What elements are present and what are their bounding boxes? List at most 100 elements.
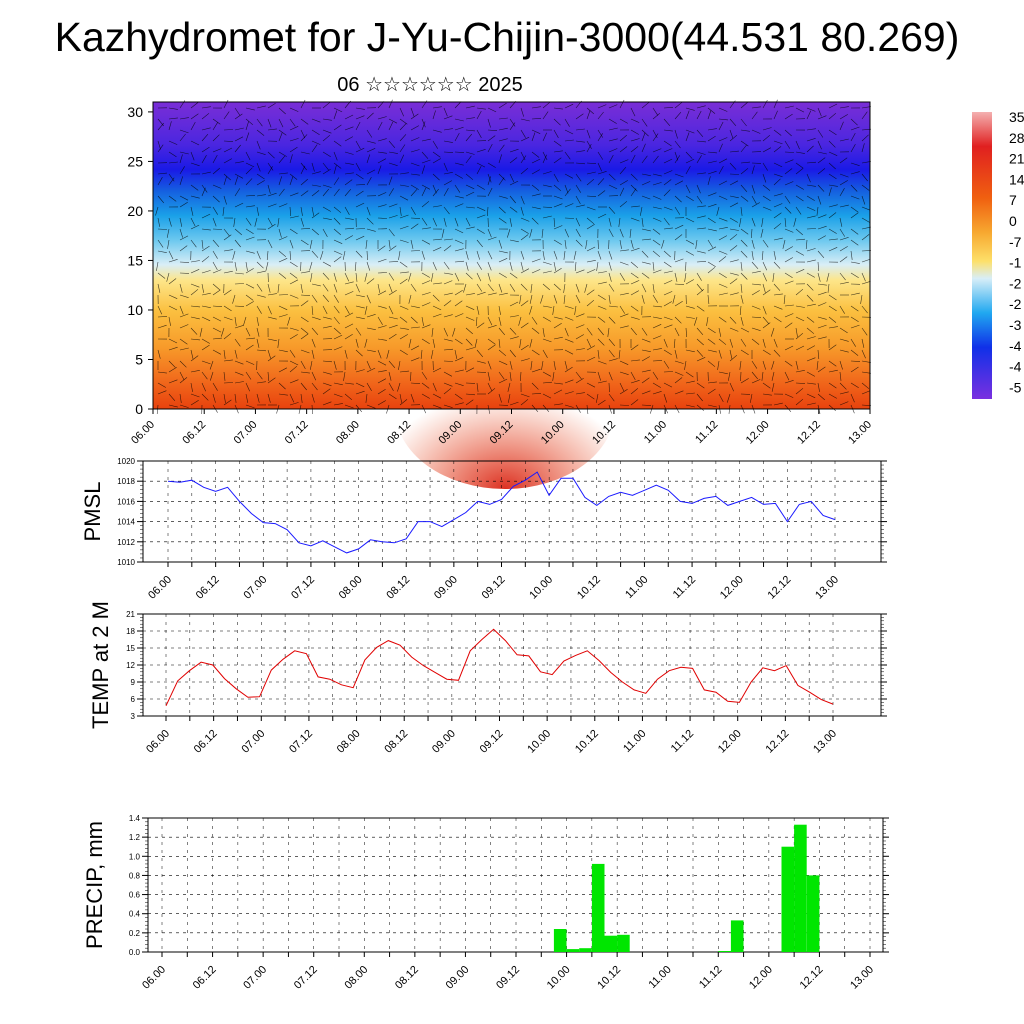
- wind-barb: [641, 118, 648, 127]
- wind-barb: [641, 356, 650, 362]
- wind-barb: [157, 250, 167, 253]
- wind-barb: [201, 382, 206, 392]
- wind-barb: [685, 380, 695, 384]
- wind-barb: [364, 305, 368, 315]
- wind-barb: [685, 129, 695, 134]
- wind-barb: [663, 261, 672, 268]
- wind-barb: [817, 349, 820, 360]
- wind-barb: [630, 118, 640, 123]
- wind-barb: [817, 250, 825, 258]
- wind-barb: [333, 110, 338, 120]
- wind-barb: [388, 283, 393, 293]
- wind-barb: [168, 173, 175, 182]
- wind-barb: [168, 367, 177, 373]
- x-tick-label: 11.12: [671, 574, 698, 601]
- wind-barb: [365, 239, 368, 249]
- wind-barb: [584, 283, 588, 293]
- wind-barb: [267, 349, 271, 359]
- wind-barb: [817, 225, 827, 230]
- wind-barb: [795, 332, 804, 340]
- wind-barb: [531, 129, 541, 134]
- wind-barb: [630, 129, 639, 135]
- wind-barb: [529, 228, 533, 238]
- wind-barb: [465, 272, 473, 280]
- wind-barb: [300, 206, 303, 216]
- wind-barb: [201, 338, 210, 344]
- wind-barb: [531, 151, 540, 158]
- wind-barb: [399, 399, 408, 406]
- wind-barb: [553, 294, 558, 304]
- wind-barb: [190, 349, 194, 359]
- wind-barb: [278, 203, 288, 208]
- wind-barb: [575, 140, 585, 143]
- wind-barb: [618, 217, 621, 227]
- wind-barb: [564, 217, 575, 219]
- wind-barb: [333, 165, 337, 175]
- wind-barb: [333, 217, 341, 225]
- wind-barb: [366, 169, 376, 175]
- wind-barb: [190, 113, 199, 120]
- wind-barb: [410, 184, 419, 190]
- wind-barb: [784, 181, 794, 186]
- wind-barb: [597, 281, 607, 285]
- wind-barb: [232, 294, 236, 304]
- wind-barb: [278, 258, 288, 263]
- wind-barb: [311, 283, 321, 287]
- wind-barb: [520, 358, 530, 362]
- wind-barb: [839, 106, 849, 109]
- wind-barb: [443, 140, 453, 143]
- wind-barb: [465, 151, 475, 155]
- wind-barb: [201, 106, 211, 109]
- wind-barb: [531, 169, 540, 175]
- wind-barb: [179, 235, 189, 241]
- wind-barb: [509, 122, 516, 131]
- wind-barb: [828, 382, 837, 389]
- wind-barb: [520, 206, 524, 216]
- wind-barb: [267, 184, 271, 194]
- wind-barb: [608, 349, 615, 358]
- wind-barb: [597, 133, 603, 142]
- wind-barb: [311, 184, 321, 187]
- x-tick-label: 08.00: [334, 419, 362, 447]
- wind-barb: [716, 206, 720, 216]
- wind-barb: [212, 250, 218, 259]
- wind-barb: [168, 259, 178, 263]
- wind-barb: [685, 151, 693, 159]
- wind-barb: [410, 326, 420, 329]
- wind-barb: [311, 206, 314, 216]
- wind-barb: [586, 393, 595, 400]
- wind-barb: [498, 127, 508, 131]
- wind-barb: [267, 377, 276, 384]
- wind-barb: [553, 283, 561, 291]
- wind-barb: [289, 107, 299, 112]
- wind-barb: [278, 382, 286, 390]
- wind-barb: [399, 278, 408, 285]
- wind-barb: [839, 360, 843, 370]
- wind-barb: [322, 401, 332, 406]
- wind-barb: [355, 369, 365, 373]
- wind-barb: [223, 234, 232, 241]
- wind-barb: [520, 250, 525, 260]
- wind-barb: [652, 283, 655, 293]
- wind-barb: [179, 117, 189, 120]
- wind-barb: [596, 261, 599, 271]
- wind-barb: [641, 272, 650, 279]
- wind-barb: [773, 223, 782, 230]
- wind-barb: [630, 316, 640, 320]
- wind-barb: [795, 269, 805, 274]
- wind-barb: [707, 128, 717, 131]
- wind-barb: [507, 228, 511, 238]
- wind-barb: [289, 379, 299, 384]
- wind-barb: [861, 134, 869, 142]
- wind-barb: [762, 289, 771, 296]
- wind-barb: [465, 117, 475, 120]
- wind-barb: [575, 173, 582, 182]
- wind-barb: [773, 250, 776, 260]
- wind-barb: [728, 371, 731, 381]
- wind-barb: [256, 270, 266, 274]
- wind-barb: [608, 184, 618, 190]
- wind-barb: [817, 291, 827, 296]
- wind-barb: [157, 239, 164, 248]
- wind-barb: [245, 118, 254, 126]
- wind-barb: [529, 294, 533, 304]
